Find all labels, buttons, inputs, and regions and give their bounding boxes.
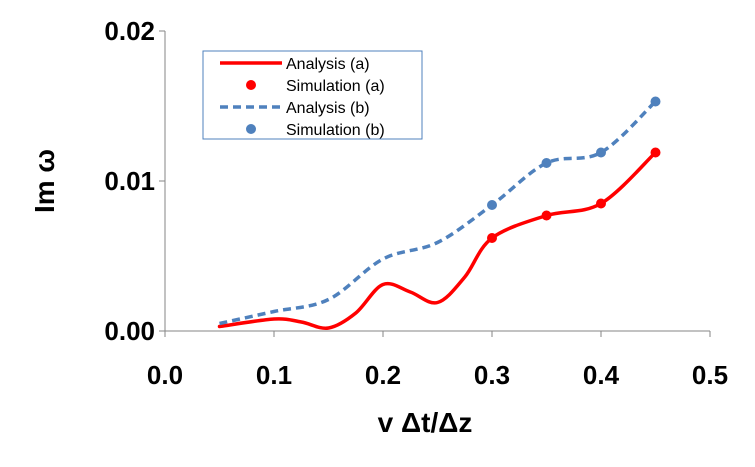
legend: Analysis (a) Simulation (a) Analysis (b) Si…: [202, 50, 423, 140]
axes: 0.00 0.01 0.02 0.0 0.1 0.2 0.3 0.4 0.5: [104, 16, 728, 390]
y-tick-label: 0.02: [104, 16, 155, 46]
y-tick-label: 0.01: [104, 166, 155, 196]
legend-label-analysis-a: Analysis (a): [286, 56, 370, 73]
x-tick-label: 0.2: [365, 360, 401, 390]
x-tick-label: 0.3: [474, 360, 510, 390]
legend-marker-simulation-b: [246, 124, 256, 134]
data-point-simulation-a: [487, 233, 497, 243]
data-point-simulation-b: [541, 158, 552, 168]
series-layer: [217, 96, 661, 330]
data-point-simulation-a: [650, 147, 661, 158]
data-point-simulation-b: [650, 96, 661, 107]
data-point-simulation-a: [596, 198, 606, 209]
x-tick-label: 0.5: [692, 360, 728, 390]
x-axis-title: v Δt/Δz: [378, 407, 473, 438]
data-point-simulation-b: [596, 147, 606, 158]
series-line-analysis-b: [219, 100, 657, 326]
x-tick-label: 0.1: [256, 360, 292, 390]
y-axis-title: Im ω: [29, 149, 60, 213]
legend-label-simulation-b: Simulation (b): [286, 122, 385, 139]
series-line-analysis-a: [217, 150, 658, 330]
legend-marker-simulation-a: [246, 80, 256, 90]
x-tick-label: 0.0: [147, 360, 183, 390]
legend-label-analysis-b: Analysis (b): [286, 100, 370, 117]
data-point-simulation-b: [487, 200, 497, 210]
y-tick-label: 0.00: [104, 316, 155, 346]
data-point-simulation-a: [541, 210, 552, 221]
x-tick-label: 0.4: [583, 360, 620, 390]
legend-box: [202, 50, 423, 140]
legend-label-simulation-a: Simulation (a): [286, 78, 385, 95]
